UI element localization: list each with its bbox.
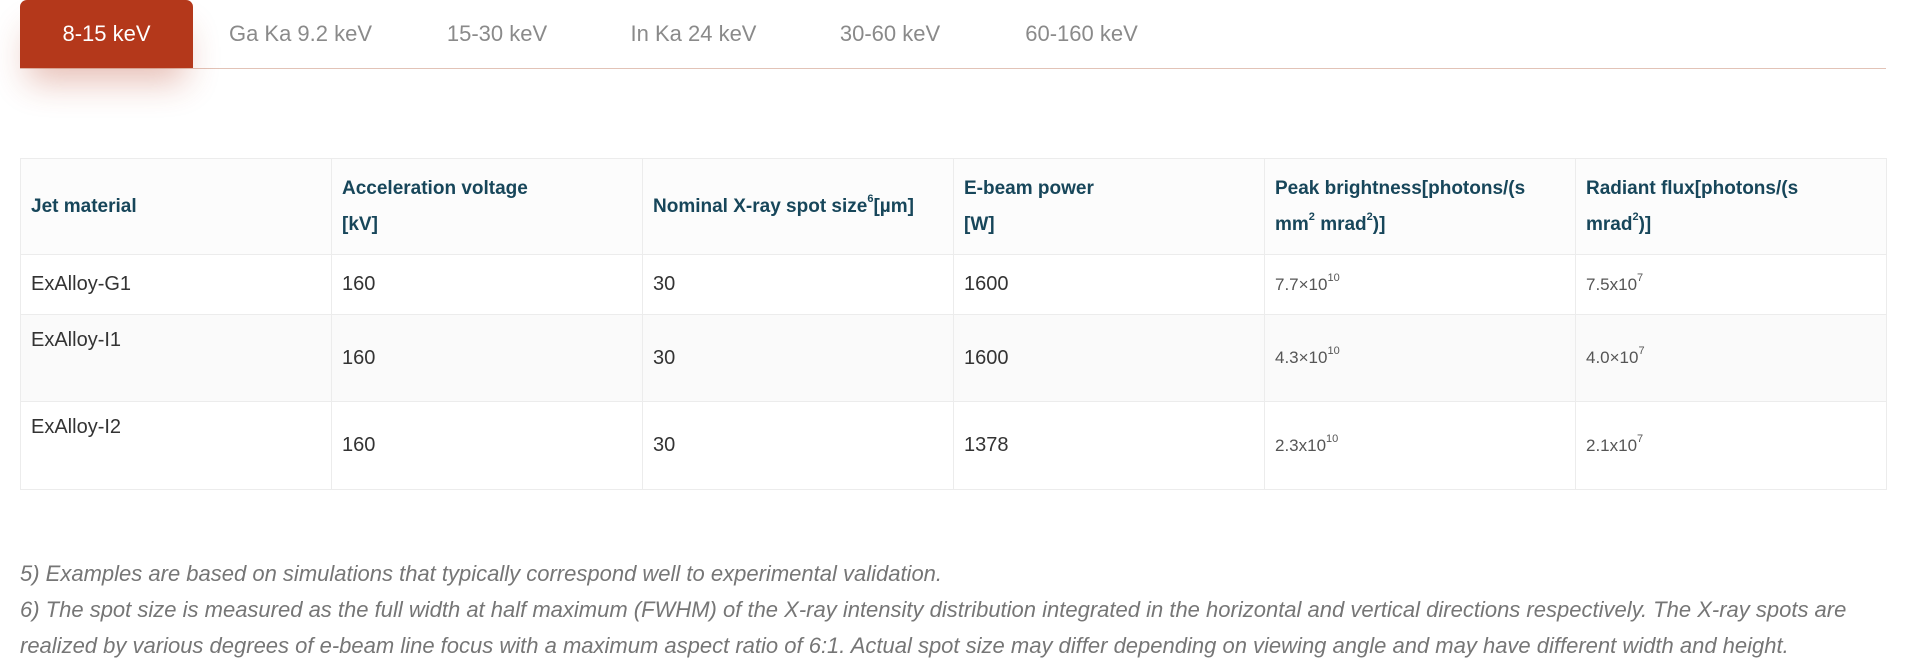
flux-base: 4.0×10 — [1586, 348, 1639, 367]
brightness-exponent: 10 — [1326, 432, 1339, 445]
cell-acceleration-voltage: 160 — [331, 314, 643, 402]
tab-in-ka-24-kev[interactable]: In Ka 24 keV — [630, 21, 757, 46]
header-peak-brightness: Peak brightness[photons/(s mm2 mrad2)] — [1264, 158, 1576, 255]
cell-peak-brightness: 7.7×1010 — [1264, 254, 1576, 315]
header-jet-material-label: Jet material — [31, 195, 137, 217]
header-power-unit: [W] — [964, 213, 995, 235]
header-brightness-exp-2: 2 — [1366, 211, 1373, 224]
flux-base: 2.1x10 — [1586, 435, 1638, 455]
brightness-base: 7.7×10 — [1275, 274, 1328, 294]
cell-peak-brightness: 2.3x1010 — [1264, 401, 1576, 490]
brightness-exponent: 10 — [1327, 271, 1340, 284]
header-brightness-label: Peak brightness[photons/(s — [1275, 177, 1526, 199]
header-brightness-exp-1: 2 — [1308, 211, 1315, 224]
flux-exponent: 7 — [1637, 432, 1644, 445]
flux-exponent: 7 — [1637, 271, 1644, 284]
cell-acceleration-voltage: 160 — [331, 254, 643, 315]
footnote-ref-6: 6 — [867, 193, 874, 206]
header-voltage-unit: [kV] — [342, 213, 378, 235]
table-row: ExAlloy-I2 160 30 1378 2.3x1010 2.1x107 — [20, 401, 1887, 490]
cell-jet-material: ExAlloy-I1 — [20, 314, 332, 402]
cell-spot-size: 30 — [642, 254, 954, 315]
table-header-row: Jet material Acceleration voltage [kV] N… — [20, 158, 1887, 255]
cell-spot-size: 30 — [642, 314, 954, 402]
header-brightness-close: )] — [1372, 213, 1386, 235]
table-row: ExAlloy-I1 160 30 1600 4.3×1010 4.0×107 — [20, 314, 1887, 402]
header-brightness-unit-mrad: mrad — [1314, 213, 1367, 235]
header-voltage-label: Acceleration voltage — [342, 177, 528, 199]
table-row: ExAlloy-G1 160 30 1600 7.7×1010 7.5x107 — [20, 254, 1887, 315]
energy-range-tabs: 8-15 keV Ga Ka 9.2 keV 15-30 keV In Ka 2… — [20, 0, 1886, 69]
brightness-exponent: 10 — [1327, 345, 1340, 358]
tab-ga-ka-9-2-kev[interactable]: Ga Ka 9.2 keV — [228, 21, 373, 46]
cell-jet-material: ExAlloy-I2 — [20, 401, 332, 490]
tab-15-30-kev[interactable]: 15-30 keV — [446, 21, 548, 46]
cell-radiant-flux: 7.5x107 — [1575, 254, 1887, 315]
cell-acceleration-voltage: 160 — [331, 401, 643, 490]
cell-radiant-flux: 4.0×107 — [1575, 314, 1887, 402]
cell-peak-brightness: 4.3×1010 — [1264, 314, 1576, 402]
cell-spot-size: 30 — [642, 401, 954, 490]
footnotes: 5) Examples are based on simulations tha… — [20, 556, 1886, 664]
header-spot-label: Nominal X-ray spot size — [653, 195, 868, 217]
tab-60-160-kev[interactable]: 60-160 keV — [1025, 21, 1138, 46]
cell-e-beam-power: 1600 — [953, 254, 1265, 315]
header-e-beam-power: E-beam power [W] — [953, 158, 1265, 255]
cell-e-beam-power: 1378 — [953, 401, 1265, 490]
header-flux-unit-mrad: mrad — [1586, 213, 1633, 235]
header-jet-material: Jet material — [20, 158, 332, 255]
header-flux-exp: 2 — [1632, 211, 1639, 224]
brightness-base: 4.3×10 — [1275, 348, 1328, 367]
cell-radiant-flux: 2.1x107 — [1575, 401, 1887, 490]
cell-e-beam-power: 1600 — [953, 314, 1265, 402]
footnote-6: 6) The spot size is measured as the full… — [20, 597, 1847, 658]
header-spot-size: Nominal X-ray spot size6[µm] — [642, 158, 954, 255]
header-flux-close: )] — [1638, 213, 1652, 235]
brightness-base: 2.3x10 — [1275, 435, 1327, 455]
header-acceleration-voltage: Acceleration voltage [kV] — [331, 158, 643, 255]
tab-8-15-kev[interactable]: 8-15 keV — [20, 0, 193, 68]
header-power-label: E-beam power — [964, 177, 1094, 199]
flux-base: 7.5x10 — [1586, 274, 1638, 294]
flux-exponent: 7 — [1638, 345, 1645, 358]
header-radiant-flux: Radiant flux[photons/(s mrad2)] — [1575, 158, 1887, 255]
header-spot-unit: [µm] — [873, 195, 914, 217]
tab-30-60-kev[interactable]: 30-60 keV — [839, 21, 941, 46]
specifications-table: Jet material Acceleration voltage [kV] N… — [20, 158, 1887, 490]
footnote-5: 5) Examples are based on simulations tha… — [20, 561, 943, 586]
header-brightness-unit-mm: mm — [1275, 213, 1309, 235]
cell-jet-material: ExAlloy-G1 — [20, 254, 332, 315]
header-flux-label: Radiant flux[photons/(s — [1586, 177, 1799, 199]
